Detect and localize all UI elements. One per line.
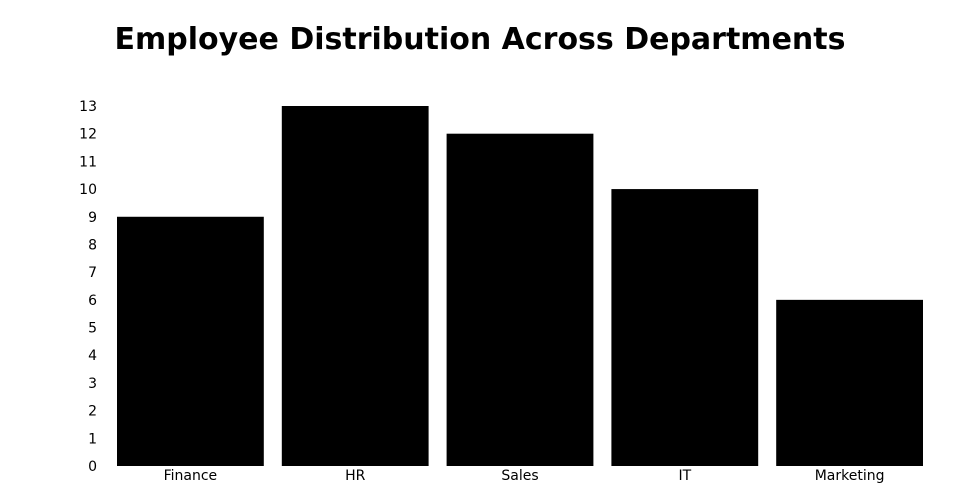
- y-tick-label: 9: [88, 210, 97, 226]
- y-tick-label: 13: [79, 99, 97, 115]
- bar-it: [611, 189, 759, 467]
- bars-group: [117, 106, 923, 467]
- x-axis-ticks: Finance HR Sales IT Marketing: [164, 468, 885, 484]
- y-tick-label: 7: [88, 265, 97, 281]
- y-tick-label: 5: [88, 321, 97, 337]
- y-tick-label: 8: [88, 237, 97, 253]
- y-tick-label: 4: [88, 348, 97, 364]
- x-tick-label-marketing: Marketing: [815, 468, 885, 484]
- y-tick-label: 11: [79, 154, 97, 170]
- x-tick-label-sales: Sales: [501, 468, 538, 484]
- y-tick-label: 3: [88, 376, 97, 392]
- x-tick-label-it: IT: [678, 468, 691, 484]
- y-tick-label: 0: [88, 459, 97, 475]
- bar-finance: [117, 216, 264, 466]
- y-tick-label: 6: [88, 293, 97, 309]
- x-tick-label-finance: Finance: [164, 468, 218, 484]
- y-tick-label: 12: [79, 127, 97, 143]
- y-tick-label: 10: [79, 182, 97, 198]
- y-tick-label: 2: [88, 404, 97, 420]
- x-tick-label-hr: HR: [345, 468, 366, 484]
- y-tick-label: 1: [88, 431, 97, 447]
- bar-sales: [446, 133, 594, 466]
- bar-hr: [281, 106, 429, 466]
- chart-title: Employee Distribution Across Departments: [114, 22, 846, 57]
- bar-marketing: [776, 299, 923, 466]
